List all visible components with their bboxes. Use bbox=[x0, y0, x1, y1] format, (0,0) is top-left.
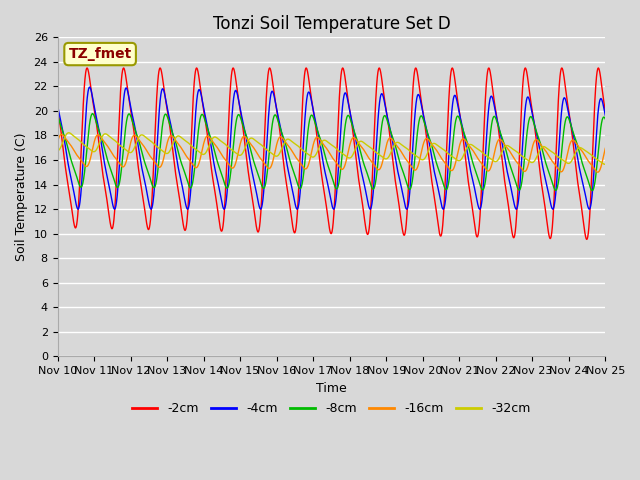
-16cm bbox=[149, 156, 157, 162]
-16cm bbox=[532, 137, 540, 143]
-2cm bbox=[449, 65, 456, 71]
-2cm bbox=[148, 186, 156, 192]
-2cm bbox=[54, 106, 61, 111]
Y-axis label: Soil Temperature (C): Soil Temperature (C) bbox=[15, 132, 28, 261]
-8cm bbox=[588, 188, 596, 193]
-4cm bbox=[591, 154, 599, 160]
-8cm bbox=[89, 111, 97, 117]
-32cm bbox=[149, 140, 157, 145]
-4cm bbox=[116, 148, 124, 154]
-4cm bbox=[184, 206, 191, 212]
-16cm bbox=[264, 165, 271, 171]
-2cm bbox=[602, 109, 609, 115]
-8cm bbox=[287, 163, 295, 168]
-2cm bbox=[583, 237, 591, 242]
Line: -16cm: -16cm bbox=[58, 134, 605, 172]
-4cm bbox=[288, 183, 296, 189]
Line: -32cm: -32cm bbox=[58, 133, 605, 164]
-2cm bbox=[591, 97, 599, 103]
-32cm bbox=[116, 143, 124, 148]
-8cm bbox=[149, 183, 157, 189]
-32cm bbox=[54, 148, 61, 154]
-32cm bbox=[264, 148, 271, 154]
-2cm bbox=[116, 98, 124, 104]
-4cm bbox=[86, 84, 93, 90]
-8cm bbox=[532, 127, 540, 132]
-4cm bbox=[54, 102, 61, 108]
-8cm bbox=[591, 180, 599, 185]
-4cm bbox=[264, 122, 272, 128]
X-axis label: Time: Time bbox=[316, 382, 347, 395]
-2cm bbox=[532, 132, 540, 138]
-8cm bbox=[264, 165, 271, 170]
-32cm bbox=[532, 156, 540, 162]
-4cm bbox=[149, 202, 157, 207]
Text: TZ_fmet: TZ_fmet bbox=[68, 47, 132, 61]
-8cm bbox=[116, 176, 124, 182]
Line: -4cm: -4cm bbox=[58, 87, 605, 209]
-32cm bbox=[602, 161, 609, 167]
-32cm bbox=[287, 138, 295, 144]
-2cm bbox=[287, 214, 295, 219]
-2cm bbox=[264, 76, 271, 82]
-16cm bbox=[58, 132, 65, 137]
-16cm bbox=[591, 167, 598, 172]
-8cm bbox=[54, 112, 61, 118]
Legend: -2cm, -4cm, -8cm, -16cm, -32cm: -2cm, -4cm, -8cm, -16cm, -32cm bbox=[127, 397, 536, 420]
Line: -8cm: -8cm bbox=[58, 114, 605, 191]
-32cm bbox=[65, 130, 72, 136]
-4cm bbox=[602, 112, 609, 118]
-4cm bbox=[532, 127, 540, 133]
Title: Tonzi Soil Temperature Set D: Tonzi Soil Temperature Set D bbox=[212, 15, 451, 33]
-16cm bbox=[287, 147, 295, 153]
-16cm bbox=[54, 139, 61, 145]
-16cm bbox=[116, 162, 124, 168]
Line: -2cm: -2cm bbox=[58, 68, 605, 240]
-32cm bbox=[602, 161, 609, 167]
-8cm bbox=[602, 116, 609, 122]
-16cm bbox=[602, 145, 609, 151]
-16cm bbox=[594, 169, 602, 175]
-32cm bbox=[591, 155, 598, 161]
